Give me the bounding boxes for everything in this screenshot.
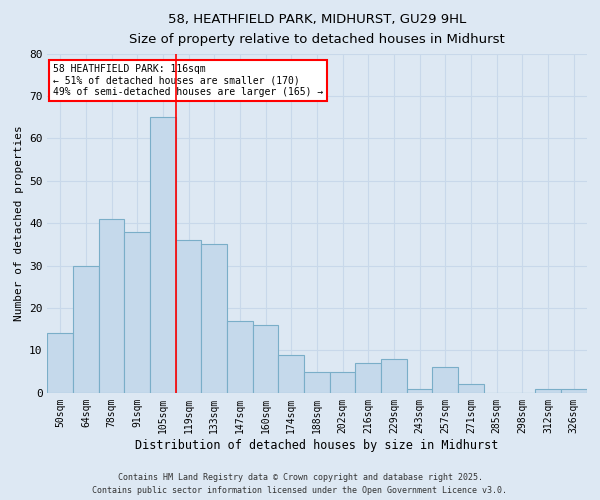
Text: Contains HM Land Registry data © Crown copyright and database right 2025.
Contai: Contains HM Land Registry data © Crown c…: [92, 474, 508, 495]
Bar: [304, 372, 330, 393]
Bar: [176, 240, 202, 393]
Bar: [253, 325, 278, 393]
Bar: [535, 388, 561, 393]
Bar: [278, 354, 304, 393]
Text: 58 HEATHFIELD PARK: 116sqm
← 51% of detached houses are smaller (170)
49% of sem: 58 HEATHFIELD PARK: 116sqm ← 51% of deta…: [53, 64, 323, 97]
Y-axis label: Number of detached properties: Number of detached properties: [14, 126, 23, 321]
Bar: [355, 363, 381, 393]
Bar: [227, 320, 253, 393]
Bar: [150, 117, 176, 393]
Bar: [407, 388, 433, 393]
Bar: [99, 219, 124, 393]
Title: 58, HEATHFIELD PARK, MIDHURST, GU29 9HL
Size of property relative to detached ho: 58, HEATHFIELD PARK, MIDHURST, GU29 9HL …: [129, 14, 505, 46]
Bar: [433, 368, 458, 393]
Bar: [124, 232, 150, 393]
Bar: [458, 384, 484, 393]
Bar: [561, 388, 587, 393]
X-axis label: Distribution of detached houses by size in Midhurst: Distribution of detached houses by size …: [135, 438, 499, 452]
Bar: [47, 334, 73, 393]
Bar: [381, 359, 407, 393]
Bar: [202, 244, 227, 393]
Bar: [73, 266, 99, 393]
Bar: [330, 372, 355, 393]
